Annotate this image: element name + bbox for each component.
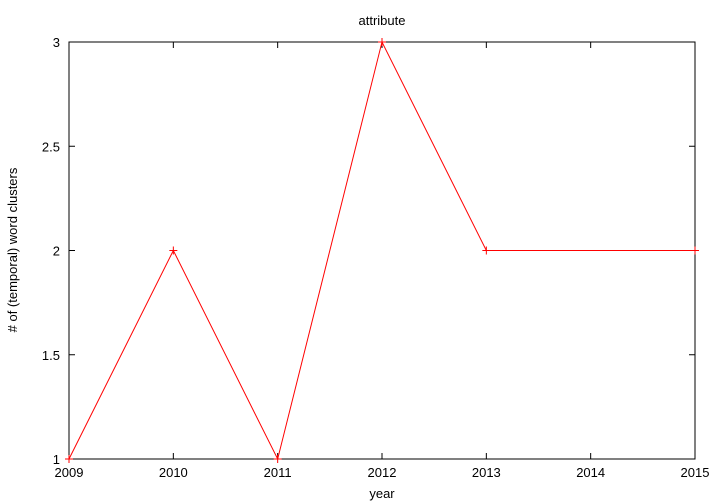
series-layer (65, 38, 699, 463)
x-tick-label: 2011 (264, 465, 292, 480)
y-tick-label: 3 (53, 35, 60, 50)
x-tick-label: 2014 (576, 465, 605, 480)
data-point-marker (273, 455, 282, 463)
data-point-marker (691, 246, 699, 255)
x-tick-label: 2009 (55, 465, 84, 480)
x-tick-label: 2013 (472, 465, 501, 480)
y-axis-label: # of (temporal) word clusters (5, 167, 20, 332)
y-tick-label: 2 (53, 244, 60, 259)
x-tick-label: 2012 (368, 465, 397, 480)
series-line (68, 40, 695, 461)
x-tick-label: 2015 (681, 465, 710, 480)
data-point-marker (169, 246, 178, 255)
y-tick-label: 2.5 (42, 139, 60, 154)
data-point-marker (65, 455, 73, 463)
y-tick-label: 1.5 (42, 348, 60, 363)
data-point-marker (482, 246, 491, 255)
x-axis: 2009 2010 2011 2012 2013 2014 2015 (55, 42, 710, 480)
chart-title: attribute (359, 13, 406, 28)
data-point-marker (378, 38, 386, 46)
x-tick-label: 2010 (159, 465, 188, 480)
y-tick-label: 1 (53, 452, 60, 467)
x-axis-label: year (369, 486, 395, 501)
